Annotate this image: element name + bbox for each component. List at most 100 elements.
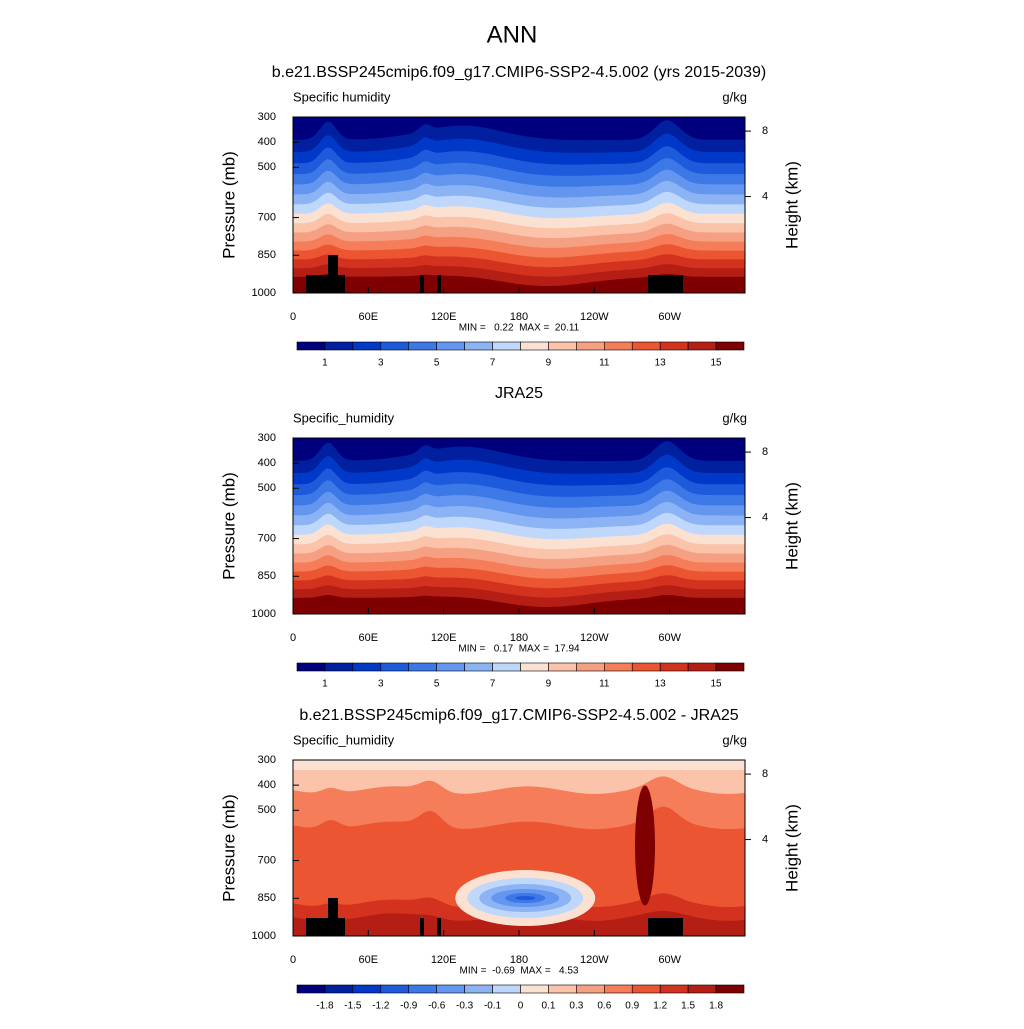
colorbar-tick-label: 5 [434,358,440,369]
y-tick-label: 1000 [252,608,276,620]
colorbar-box [296,662,326,672]
colorbar-box [659,662,689,672]
colorbar-box [436,662,465,672]
x-tick-label: 60E [359,954,379,966]
colorbar-box [604,662,633,672]
colorbar-tick-label: 11 [599,358,610,369]
x-tick-label: 120E [431,954,457,966]
left-label: Specific_humidity [293,732,395,747]
y2-axis-label: Height (km) [782,161,801,249]
topography [306,275,345,293]
y-tick-label: 400 [258,779,276,791]
contour-band [293,760,745,770]
x-tick-label: 60E [359,632,379,644]
colorbar-tick-label: -1.5 [344,1001,362,1012]
contour-band [293,274,745,293]
colorbar-box [492,341,521,351]
colorbar-box [380,662,410,672]
y-tick-label: 850 [258,570,276,582]
colorbar-tick-label: 9 [546,679,552,690]
y-tick-label: 400 [258,136,276,148]
colorbar-tick-label: 0.3 [569,1001,583,1012]
x-tick-label: 180 [510,954,528,966]
y-tick-label: 500 [258,804,276,816]
stats: MIN = 0.17 MAX = 17.94 [458,644,580,655]
colorbar-tick-label: 1.5 [681,1001,695,1012]
topography [306,918,345,936]
colorbar-box [408,341,437,351]
x-tick-label: 0 [290,632,296,644]
colorbar-tick-label: 9 [546,358,552,369]
contour-field [293,760,745,936]
colorbar-box [631,662,661,672]
colorbar-box [324,341,354,351]
colorbar-box [296,341,326,351]
topography [420,275,424,293]
colorbar-box [380,341,410,351]
colorbar-tick-label: 11 [599,679,610,690]
y-axis-label: Pressure (mb) [219,151,238,259]
colorbar-box [659,984,689,994]
y2-tick-label: 4 [762,190,768,202]
colorbar-tick-label: 0 [518,1001,524,1012]
right-label: g/kg [722,732,747,747]
colorbar-tick-label: -1.2 [372,1001,390,1012]
x-tick-label: 0 [290,311,296,323]
x-tick-label: 60W [658,311,681,323]
left-label: Specific_humidity [293,410,395,425]
y2-tick-label: 8 [762,768,768,780]
colorbar-tick-label: 0.1 [541,1001,555,1012]
figure-title: ANN [487,21,538,48]
y2-tick-label: 8 [762,446,768,458]
topography [328,255,338,293]
y-tick-label: 1000 [252,930,276,942]
colorbar-box [687,984,717,994]
y-tick-label: 300 [258,754,276,766]
panel-title: b.e21.BSSP245cmip6.f09_g17.CMIP6-SSP2-4.… [272,64,767,81]
colorbar-tick-label: -0.3 [456,1001,474,1012]
colorbar-box [687,662,717,672]
colorbar-tick-label: 0.9 [625,1001,639,1012]
colorbar-tick-label: 15 [711,358,723,369]
right-label: g/kg [722,410,747,425]
y-tick-label: 700 [258,854,276,866]
x-tick-label: 180 [510,632,528,644]
colorbar-box [408,662,437,672]
y-tick-label: 500 [258,482,276,494]
y-tick-label: 500 [258,161,276,173]
colorbar-box [548,984,577,994]
y-tick-label: 400 [258,457,276,469]
colorbar-box [576,341,605,351]
colorbar-box [492,984,521,994]
colorbar-box [464,341,493,351]
colorbar-box [464,662,493,672]
y-tick-label: 300 [258,111,276,123]
y-axis-label: Pressure (mb) [219,794,238,902]
topography [648,275,683,293]
colorbar-tick-label: 1.8 [709,1001,723,1012]
x-tick-label: 60W [658,632,681,644]
y-tick-label: 700 [258,532,276,544]
y-tick-label: 700 [258,211,276,223]
colorbar-box [631,341,661,351]
colorbar-box [520,341,549,351]
y2-tick-label: 4 [762,511,768,523]
x-tick-label: 120W [580,311,609,323]
colorbar-box [715,984,745,994]
topography [437,275,441,293]
x-tick-label: 0 [290,954,296,966]
stats: MIN = 0.22 MAX = 20.11 [459,323,580,334]
colorbar-box [576,984,605,994]
colorbar-box [715,341,745,351]
colorbar-box [659,341,689,351]
panel-title: JRA25 [495,385,543,402]
colorbar-box [492,662,521,672]
colorbar-box [352,341,382,351]
colorbar-box [352,984,382,994]
panel-title: b.e21.BSSP245cmip6.f09_g17.CMIP6-SSP2-4.… [299,707,738,724]
colorbar-box [296,984,326,994]
colorbar-box [548,341,577,351]
x-tick-label: 60E [359,311,379,323]
colorbar-box [687,341,717,351]
